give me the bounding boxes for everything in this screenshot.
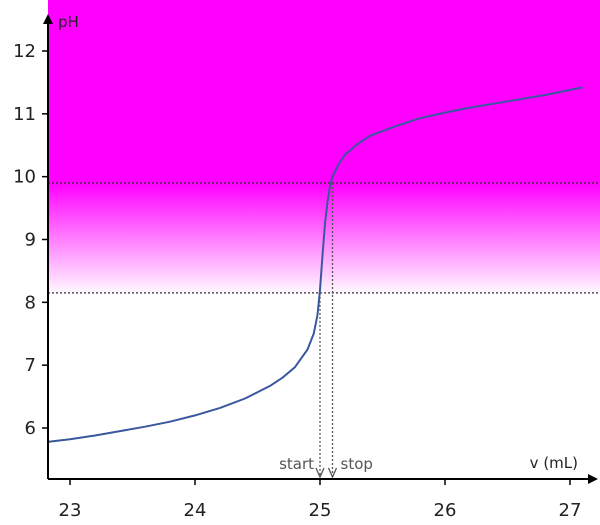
indicator-band-solid bbox=[48, 0, 600, 183]
series-line-1 bbox=[48, 86, 583, 443]
y-axis-title: pH bbox=[58, 13, 79, 31]
y-tick-label-11: 11 bbox=[13, 104, 36, 125]
y-tick-label-12: 12 bbox=[13, 41, 36, 62]
x-tick-label-27: 27 bbox=[559, 500, 582, 521]
marker-arrow-start bbox=[315, 467, 325, 479]
marker-arrow-stop bbox=[327, 467, 338, 479]
axes bbox=[43, 14, 598, 484]
y-tick-label-9: 9 bbox=[25, 230, 36, 251]
y-tick-label-7: 7 bbox=[25, 355, 36, 376]
y-tick-label-8: 8 bbox=[25, 292, 36, 313]
axis-ticks: 23 24 25 26 27 6 7 8 9 10 11 12 bbox=[13, 41, 581, 521]
indicator-band-group bbox=[48, 0, 600, 297]
x-tick-label-26: 26 bbox=[434, 500, 457, 521]
y-tick-label-6: 6 bbox=[25, 418, 36, 439]
x-tick-label-25: 25 bbox=[309, 500, 332, 521]
x-tick-label-24: 24 bbox=[184, 500, 207, 521]
y-tick-label-10: 10 bbox=[13, 167, 36, 188]
x-tick-label-23: 23 bbox=[59, 500, 82, 521]
marker-label-start: start bbox=[279, 455, 314, 473]
marker-label-stop: stop bbox=[341, 455, 373, 473]
annotation-markers: start stop bbox=[279, 182, 373, 479]
series-layer bbox=[48, 86, 583, 443]
x-axis-title: v (mL) bbox=[530, 454, 578, 472]
y-axis-arrow bbox=[43, 14, 53, 24]
x-axis-arrow bbox=[588, 474, 598, 484]
